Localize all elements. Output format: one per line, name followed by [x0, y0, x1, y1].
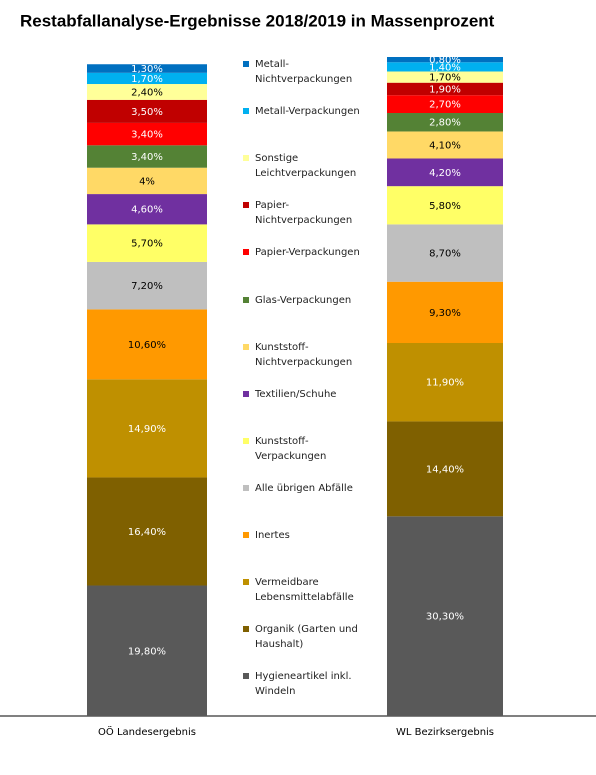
legend-swatch — [243, 437, 249, 444]
legend-label: Hygieneartikel inkl. Windeln — [255, 671, 352, 698]
legend-label: Papier-Nichtverpackungen — [255, 200, 353, 227]
x-tick-label: WL Bezirksergebnis — [396, 727, 494, 738]
value-label: 14,90% — [128, 424, 166, 435]
legend-label: Inertes — [255, 530, 290, 541]
bar-segment — [87, 309, 207, 380]
value-label: 1,30% — [131, 64, 163, 75]
value-label: 14,40% — [426, 464, 464, 475]
bar-segment — [87, 99, 207, 123]
value-label: 11,90% — [426, 378, 464, 389]
bar-segment — [387, 95, 503, 114]
bar-segment — [87, 194, 207, 225]
legend-swatch — [243, 484, 249, 491]
bar-segment — [87, 72, 207, 85]
bar-segment — [87, 477, 207, 586]
legend-swatch — [243, 390, 249, 397]
legend-swatch — [243, 249, 249, 256]
bar-segment — [387, 113, 503, 132]
value-label: 8,70% — [429, 249, 461, 260]
bar-segment — [387, 158, 503, 187]
bar-segment — [87, 224, 207, 262]
bar-segment — [387, 224, 503, 282]
bar-segment — [387, 131, 503, 159]
bar-segment — [87, 585, 207, 716]
legend-label: Metall-Verpackungen — [255, 106, 360, 118]
legend-swatch — [243, 579, 249, 586]
bar-segment — [387, 57, 503, 63]
value-label: 1,40% — [429, 62, 461, 73]
value-label: 1,70% — [429, 73, 461, 84]
bar-segment — [387, 343, 503, 422]
legend-label: Sonstige Leichtverpackungen — [255, 153, 357, 180]
value-label: 2,80% — [429, 118, 461, 129]
legend-label: Metall-Nichtverpackungen — [255, 59, 353, 85]
value-label: 7,20% — [131, 281, 163, 292]
legend-swatch — [243, 296, 249, 303]
value-label: 3,40% — [131, 152, 163, 163]
legend-swatch — [243, 343, 249, 350]
bar-segment — [87, 64, 207, 73]
value-label: 9,30% — [429, 308, 461, 319]
bar-segment — [87, 122, 207, 146]
bar-segment — [87, 167, 207, 195]
value-label: 4,60% — [131, 205, 163, 216]
value-label: 19,80% — [128, 646, 166, 657]
value-label: 2,40% — [131, 87, 163, 98]
bar-segment — [87, 84, 207, 100]
value-label: 2,70% — [429, 100, 461, 111]
value-label: 4,10% — [429, 140, 461, 151]
value-label: 3,40% — [131, 130, 163, 141]
legend-label: Papier-Verpackungen — [255, 247, 360, 259]
legend-swatch — [243, 155, 249, 162]
value-label: 30,30% — [426, 612, 464, 623]
legend-swatch — [243, 202, 249, 209]
value-label: 16,40% — [128, 527, 166, 538]
x-tick-label: OÖ Landesergebnis — [98, 725, 196, 738]
value-label: 1,70% — [131, 74, 163, 85]
bar-segment — [387, 82, 503, 96]
bar-segment — [87, 145, 207, 168]
bar-segment — [87, 379, 207, 478]
bar-segment — [387, 281, 503, 344]
legend-label: Kunststoff-Nichtverpackungen — [255, 341, 353, 368]
legend-label: Organik (Garten und Haushalt) — [255, 624, 358, 651]
bar-segment — [387, 62, 503, 72]
legend-swatch — [243, 673, 249, 680]
legend-label: Vermeidbare Lebensmittelabfälle — [255, 577, 354, 604]
value-label: 10,60% — [128, 340, 166, 351]
value-label: 5,80% — [429, 201, 461, 212]
legend-swatch — [243, 61, 249, 67]
legend-swatch — [243, 532, 249, 538]
value-label: 1,90% — [429, 84, 461, 95]
legend-label: Kunststoff-Verpackungen — [255, 435, 327, 462]
bar-segment — [87, 261, 207, 310]
legend-label: Glas-Verpackungen — [255, 294, 352, 306]
legend-swatch — [243, 626, 249, 633]
value-label: 5,70% — [131, 239, 163, 250]
value-label: 3,50% — [131, 107, 163, 118]
legend-swatch — [243, 108, 249, 115]
value-label: 0,80% — [429, 55, 461, 66]
bar-segment — [387, 516, 503, 716]
bar-segment — [387, 71, 503, 83]
legend-label: Alle übrigen Abfälle — [255, 482, 353, 494]
legend-label: Textilien/Schuhe — [255, 388, 337, 400]
value-label: 4,20% — [429, 168, 461, 179]
bar-segment — [387, 421, 503, 517]
bar-segment — [387, 186, 503, 225]
value-label: 4% — [139, 176, 155, 187]
chart-title: Restabfallanalyse-Ergebnisse 2018/2019 i… — [20, 11, 495, 30]
